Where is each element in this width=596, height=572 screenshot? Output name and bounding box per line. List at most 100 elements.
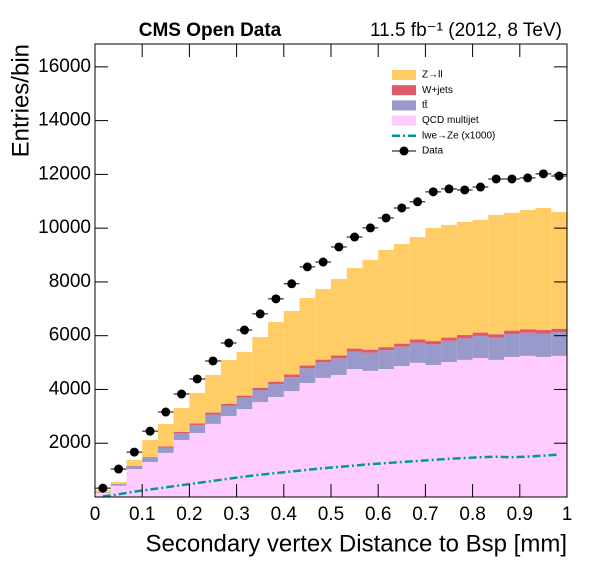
hist-bar <box>488 334 505 338</box>
hist-bar <box>378 249 394 348</box>
hist-bar <box>299 365 316 369</box>
hist-bar <box>535 356 552 497</box>
hist-bar <box>252 337 269 388</box>
chart-subtitle: 11.5 fb⁻¹ (2012, 8 TeV) <box>370 20 562 41</box>
hist-bar <box>315 377 331 497</box>
x-tick-label: 0.6 <box>365 504 391 525</box>
data-point <box>413 197 423 207</box>
data-point <box>460 185 470 195</box>
legend-label: tt̄ <box>422 99 428 111</box>
hist-bar <box>252 387 269 391</box>
hist-bar <box>378 369 394 497</box>
x-tick-label: 0.4 <box>271 504 298 525</box>
hist-bar <box>283 377 300 392</box>
legend-swatch <box>392 70 416 80</box>
hist-bar <box>157 452 174 497</box>
hist-bar <box>126 466 143 470</box>
hist-bar <box>268 384 284 397</box>
hist-bar <box>126 465 143 467</box>
hist-bar <box>409 237 426 340</box>
hist-bar <box>283 374 300 378</box>
hist-bar <box>299 368 316 384</box>
y-axis-label: Entries/bin <box>7 44 34 157</box>
hist-bar <box>551 332 567 356</box>
data-point <box>129 447 139 457</box>
hist-bar <box>346 348 363 352</box>
hist-bar <box>252 390 269 403</box>
hist-bar <box>205 414 221 424</box>
hist-bar <box>220 416 237 497</box>
hist-bar <box>236 397 253 410</box>
hist-bar <box>220 359 237 404</box>
data-point <box>192 374 202 384</box>
hist-bar <box>362 370 379 497</box>
y-tick-label: 14000 <box>38 110 91 131</box>
hist-bar <box>362 259 379 350</box>
hist-bar <box>346 267 363 349</box>
hist-bar <box>378 350 394 370</box>
hist-bar <box>425 364 442 497</box>
data-point <box>475 182 485 192</box>
line-series <box>102 453 560 498</box>
hist-bar <box>362 352 379 371</box>
hist-bar <box>456 221 473 336</box>
hist-bar <box>519 329 536 333</box>
hist-bar <box>189 392 206 424</box>
chart-title: CMS Open Data <box>139 20 282 41</box>
hist-bar <box>189 424 206 434</box>
data-point <box>208 356 218 366</box>
hist-bar <box>283 310 300 375</box>
hist-bar <box>220 405 237 417</box>
hist-bar <box>315 359 331 363</box>
hist-bar <box>268 381 284 385</box>
hist-bar <box>299 298 316 366</box>
data-point <box>507 174 517 184</box>
hist-bar <box>189 423 206 425</box>
hist-bar <box>472 335 489 359</box>
hist-bar <box>236 409 253 497</box>
hist-bar <box>393 346 410 367</box>
legend-swatch <box>399 146 409 156</box>
hist-bar <box>456 335 473 339</box>
hist-bar <box>315 362 331 378</box>
data-point <box>365 223 375 233</box>
data-point <box>444 184 454 194</box>
hist-bar <box>488 214 505 335</box>
data-point <box>239 325 249 335</box>
data-point <box>287 279 297 289</box>
legend-swatch <box>392 85 416 96</box>
hist-bar <box>142 457 158 459</box>
x-tick-label: 0.3 <box>223 504 249 525</box>
data-point <box>302 262 312 272</box>
hist-bar <box>409 342 426 363</box>
hist-bar <box>315 288 331 360</box>
hist-bar <box>425 341 442 345</box>
hist-bar <box>173 433 190 441</box>
x-axis-label: Secondary vertex Distance to Bsp [mm] <box>146 530 568 557</box>
x-tick-label: 0.5 <box>318 504 344 525</box>
hist-bar <box>425 344 442 365</box>
hist-bar <box>299 383 316 497</box>
legend-label: Z→ll <box>422 70 443 81</box>
hist-bar <box>472 332 489 336</box>
hist-bar <box>95 492 111 497</box>
hist-bar <box>519 355 536 497</box>
hist-bar <box>504 334 520 357</box>
hist-bar <box>110 484 127 486</box>
x-tick-label: 0.8 <box>459 504 485 525</box>
hist-bar <box>519 332 536 356</box>
hist-bar <box>362 349 379 353</box>
y-tick-label: 2000 <box>49 432 91 453</box>
hist-bar <box>142 440 158 458</box>
hist-bar <box>220 403 237 406</box>
hist-bar <box>157 423 174 447</box>
data-point <box>271 294 281 304</box>
data-point <box>318 257 328 267</box>
data-point <box>177 389 187 399</box>
hist-bar <box>346 369 363 497</box>
legend-swatch <box>392 115 416 126</box>
data-point <box>350 232 360 242</box>
hist-bar <box>173 440 190 497</box>
x-tick-label: 0 <box>90 504 101 525</box>
